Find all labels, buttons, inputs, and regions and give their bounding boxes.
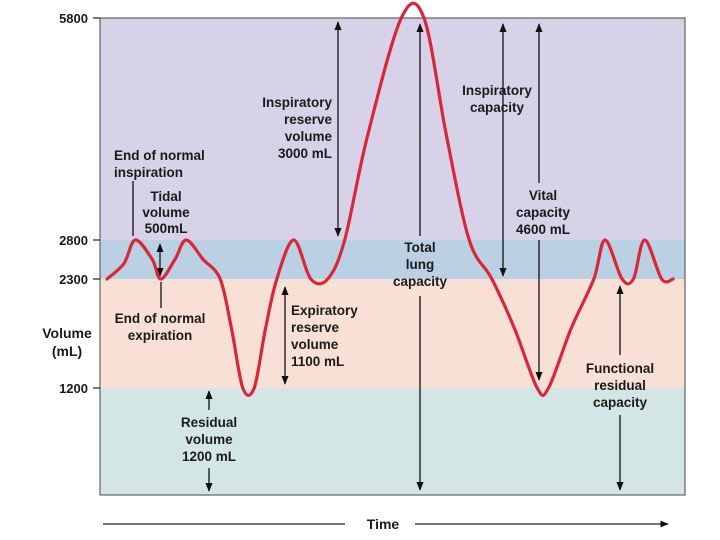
annotation-expiratory-reserve-volume-line-3: volume [291, 337, 339, 352]
annotation-expiratory-reserve-volume-line-4: 1100 mL [291, 354, 344, 369]
y-axis-title-line-1: Volume [42, 325, 92, 341]
annotation-end-normal-expiration-line-2: expiration [128, 328, 193, 343]
annotation-functional-residual-capacity: Functional residual capacity [586, 361, 654, 410]
annotation-functional-residual-capacity-line-1: Functional [586, 361, 654, 376]
annotation-inspiratory-reserve-volume-line-2: reserve [284, 112, 333, 127]
annotation-inspiratory-reserve-volume-line-3: volume [285, 129, 333, 144]
y-tick-label-1200: 1200 [59, 381, 88, 396]
y-tick-label-5800: 5800 [59, 11, 88, 26]
time-axis: Time [103, 516, 669, 532]
annotation-vital-capacity: Vital capacity 4600 mL [516, 188, 571, 237]
annotation-residual-volume: Residual volume 1200 mL [181, 415, 237, 464]
y-axis-title-line-2: (mL) [52, 343, 82, 359]
annotation-inspiratory-reserve-volume: Inspiratory reserve volume 3000 mL [262, 95, 332, 161]
annotation-end-normal-expiration: End of normal expiration [115, 311, 206, 343]
annotation-expiratory-reserve-volume: Expiratory reserve volume 1100 mL [291, 303, 358, 369]
annotation-total-lung-capacity-line-1: Total [404, 240, 435, 255]
annotation-residual-volume-line-2: volume [185, 432, 233, 447]
plot-frame [99, 17, 686, 496]
measurement-arrows [132, 21, 624, 492]
annotation-inspiratory-capacity-line-2: capacity [470, 100, 525, 115]
band-1 [100, 240, 685, 279]
annotation-end-normal-inspiration-line-2: inspiration [114, 165, 183, 180]
annotation-tidal-volume-line-1: Tidal [150, 189, 181, 204]
annotation-tidal-volume: Tidal volume 500mL [142, 189, 190, 236]
annotation-expiratory-reserve-volume-line-1: Expiratory [291, 303, 358, 318]
x-axis-title: Time [367, 516, 400, 532]
annotation-total-lung-capacity-line-2: lung [406, 257, 435, 272]
annotation-total-lung-capacity: Total lung capacity [393, 240, 448, 289]
annotation-inspiratory-capacity: Inspiratory capacity [462, 83, 532, 115]
band-0 [100, 18, 685, 240]
annotation-residual-volume-line-3: 1200 mL [182, 449, 236, 464]
annotation-tidal-volume-line-3: 500mL [145, 221, 188, 236]
lung-volume-curve [105, 1, 675, 398]
annotation-end-normal-inspiration-line-1: End of normal [114, 148, 205, 163]
annotation-total-lung-capacity-line-3: capacity [393, 274, 448, 289]
annotation-inspiratory-capacity-line-1: Inspiratory [462, 83, 532, 98]
y-tick-label-2800: 2800 [59, 233, 88, 248]
annotation-inspiratory-reserve-volume-line-1: Inspiratory [262, 95, 332, 110]
annotation-functional-residual-capacity-line-3: capacity [593, 395, 648, 410]
annotation-inspiratory-reserve-volume-line-4: 3000 mL [278, 146, 332, 161]
y-tick-label-2300: 2300 [59, 272, 88, 287]
annotation-end-normal-expiration-line-1: End of normal [115, 311, 206, 326]
annotation-vital-capacity-line-3: 4600 mL [516, 222, 570, 237]
y-axis-ticks: 5800 2800 2300 1200 [59, 11, 100, 396]
annotation-vital-capacity-line-1: Vital [529, 188, 557, 203]
volume-bands [100, 18, 685, 495]
band-3 [100, 388, 685, 495]
band-2 [100, 279, 685, 388]
annotation-tidal-volume-line-2: volume [142, 205, 190, 220]
annotation-vital-capacity-line-2: capacity [516, 205, 571, 220]
annotation-residual-volume-line-1: Residual [181, 415, 237, 430]
annotation-end-normal-inspiration: End of normal inspiration [114, 148, 205, 180]
annotation-functional-residual-capacity-line-2: residual [594, 378, 646, 393]
annotation-expiratory-reserve-volume-line-2: reserve [291, 320, 340, 335]
